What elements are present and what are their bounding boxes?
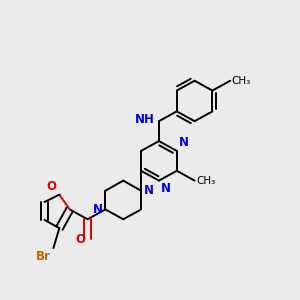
Text: N: N — [93, 203, 103, 216]
Text: NH: NH — [135, 113, 155, 126]
Text: O: O — [75, 233, 85, 246]
Text: CH₃: CH₃ — [232, 76, 251, 86]
Text: N: N — [179, 136, 189, 149]
Text: N: N — [143, 184, 154, 197]
Text: N: N — [161, 182, 171, 195]
Text: Br: Br — [36, 250, 51, 262]
Text: O: O — [46, 180, 56, 193]
Text: CH₃: CH₃ — [196, 176, 215, 186]
